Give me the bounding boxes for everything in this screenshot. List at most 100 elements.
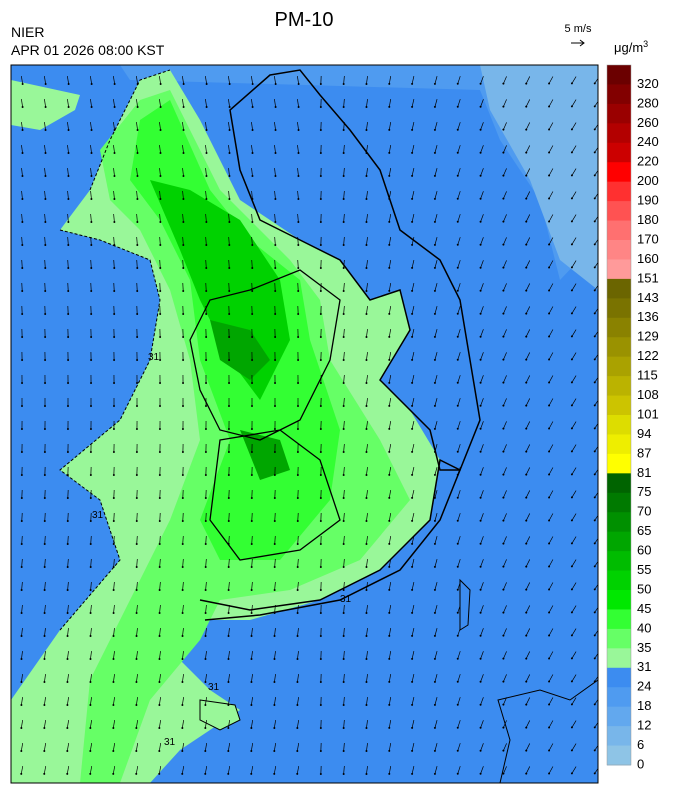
colorbar-box bbox=[607, 454, 631, 474]
map: 31 31 31 31 31 bbox=[11, 65, 599, 783]
colorbar-label: 24 bbox=[637, 679, 651, 694]
colorbar-box bbox=[607, 376, 631, 396]
wind-arrowhead bbox=[183, 129, 185, 131]
wind-arrowhead bbox=[21, 497, 23, 499]
wind-arrowhead bbox=[90, 336, 92, 338]
wind-arrowhead bbox=[45, 152, 47, 154]
wind-arrowhead bbox=[434, 566, 436, 568]
wind-arrowhead bbox=[297, 175, 299, 177]
wind-arrowhead bbox=[480, 773, 482, 775]
colorbar-label: 108 bbox=[637, 387, 659, 402]
wind-arrowhead bbox=[158, 658, 160, 660]
wind-arrowhead bbox=[525, 152, 527, 154]
colorbar-box bbox=[607, 473, 631, 493]
colorbar-label: 122 bbox=[637, 348, 659, 363]
wind-arrowhead bbox=[251, 290, 253, 292]
wind-arrowhead bbox=[365, 750, 367, 752]
wind-arrowhead bbox=[434, 451, 436, 453]
wind-arrowhead bbox=[388, 750, 390, 752]
wind-arrowhead bbox=[434, 313, 436, 315]
wind-arrowhead bbox=[298, 152, 300, 154]
wind-arrowhead bbox=[457, 612, 459, 614]
wind-arrowhead bbox=[297, 474, 299, 476]
wind-arrowhead bbox=[205, 382, 207, 384]
wind-arrowhead bbox=[229, 129, 231, 131]
wind-arrowhead bbox=[548, 152, 550, 154]
wind-arrowhead bbox=[320, 520, 322, 522]
wind-arrowhead bbox=[411, 451, 413, 453]
wind-arrowhead bbox=[343, 589, 345, 591]
wind-arrowhead bbox=[548, 106, 550, 108]
wind-arrowhead bbox=[365, 221, 367, 223]
wind-arrowhead bbox=[113, 543, 115, 545]
wind-arrowhead bbox=[457, 658, 459, 660]
wind-arrowhead bbox=[594, 450, 596, 452]
wind-arrowhead bbox=[525, 773, 527, 775]
wind-arrowhead bbox=[548, 382, 550, 384]
wind-arrowhead bbox=[365, 336, 367, 338]
wind-arrowhead bbox=[227, 681, 229, 683]
colorbar-box bbox=[607, 318, 631, 338]
wind-arrowhead bbox=[136, 451, 138, 453]
wind-arrowhead bbox=[502, 267, 504, 269]
wind-arrowhead bbox=[594, 657, 596, 659]
wind-arrowhead bbox=[548, 635, 550, 637]
wind-arrowhead bbox=[136, 612, 138, 614]
wind-arrowhead bbox=[594, 772, 596, 774]
wind-arrowhead bbox=[320, 681, 322, 683]
wind-arrowhead bbox=[67, 244, 69, 246]
wind-arrowhead bbox=[457, 152, 459, 154]
wind-arrowhead bbox=[525, 290, 527, 292]
wind-arrowhead bbox=[205, 428, 207, 430]
wind-arrowhead bbox=[136, 290, 138, 292]
wind-arrowhead bbox=[112, 773, 114, 775]
wind-arrowhead bbox=[298, 83, 300, 85]
wind-arrowhead bbox=[205, 405, 207, 407]
wind-arrowhead bbox=[229, 152, 231, 154]
wind-arrowhead bbox=[66, 773, 68, 775]
wind-arrowhead bbox=[159, 520, 161, 522]
wind-arrowhead bbox=[388, 405, 390, 407]
wind-arrowhead bbox=[388, 382, 390, 384]
wind-arrowhead bbox=[365, 635, 367, 637]
wind-arrowhead bbox=[158, 704, 160, 706]
wind-arrowhead bbox=[457, 221, 459, 223]
wind-arrowhead bbox=[434, 267, 436, 269]
wind-arrowhead bbox=[343, 106, 345, 108]
colorbar-label: 160 bbox=[637, 251, 659, 266]
wind-arrowhead bbox=[20, 727, 22, 729]
wind-arrowhead bbox=[228, 382, 230, 384]
wind-arrowhead bbox=[434, 83, 436, 85]
wind-arrowhead bbox=[320, 704, 322, 706]
colorbar-label: 6 bbox=[637, 737, 644, 752]
wind-arrowhead bbox=[89, 773, 91, 775]
wind-arrowhead bbox=[502, 497, 504, 499]
wind-arrowhead bbox=[250, 658, 252, 660]
colorbar-label: 87 bbox=[637, 445, 651, 460]
wind-arrowhead bbox=[411, 635, 413, 637]
wind-arrowhead bbox=[457, 704, 459, 706]
wind-arrowhead bbox=[502, 106, 504, 108]
colorbar-box bbox=[607, 551, 631, 571]
wind-arrowhead bbox=[434, 428, 436, 430]
wind-arrowhead bbox=[228, 451, 230, 453]
wind-arrowhead bbox=[297, 497, 299, 499]
wind-arrowhead bbox=[112, 727, 114, 729]
wind-arrowhead bbox=[67, 359, 69, 361]
wind-arrowhead bbox=[135, 773, 137, 775]
wind-arrowhead bbox=[229, 83, 231, 85]
wind-arrowhead bbox=[21, 589, 23, 591]
wind-arrowhead bbox=[274, 244, 276, 246]
wind-arrowhead bbox=[159, 405, 161, 407]
wind-arrowhead bbox=[365, 152, 367, 154]
wind-arrowhead bbox=[89, 727, 91, 729]
wind-arrowhead bbox=[251, 382, 253, 384]
wind-arrowhead bbox=[44, 290, 46, 292]
wind-arrowhead bbox=[43, 727, 45, 729]
wind-arrowhead bbox=[296, 704, 298, 706]
wind-arrowhead bbox=[158, 727, 160, 729]
wind-arrowhead bbox=[136, 198, 138, 200]
wind-arrowhead bbox=[159, 244, 161, 246]
wind-arrowhead bbox=[137, 106, 139, 108]
wind-arrowhead bbox=[457, 382, 459, 384]
